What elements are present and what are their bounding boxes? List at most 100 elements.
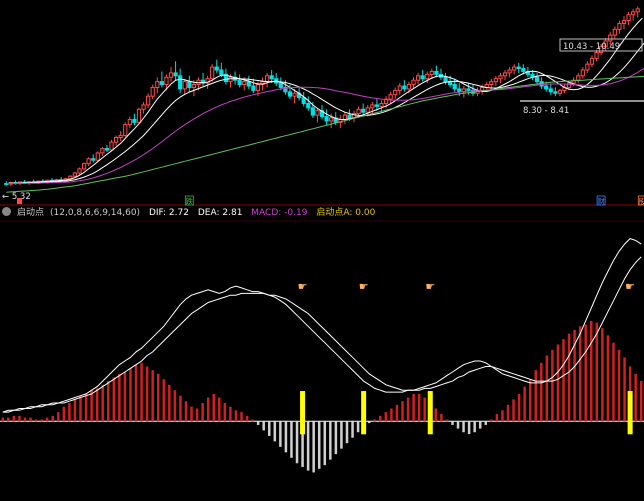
candle-body — [269, 75, 274, 80]
candle-body — [81, 163, 87, 170]
candle-body — [301, 97, 306, 104]
event-marker-label: 跌 — [186, 196, 194, 206]
candle-body — [443, 76, 448, 83]
signal-value: 0.00 — [355, 208, 376, 218]
candle-body — [178, 75, 183, 90]
indicator-header: 启动点 (12,0,8,6,6,9,14,60) DIF: 2.72 DEA: 2… — [0, 206, 644, 220]
candle-body — [402, 85, 407, 90]
candle-body — [466, 88, 471, 91]
signal-readout: 启动点A: 0.00 — [316, 208, 375, 218]
event-marker-dot — [17, 198, 23, 204]
candle-body — [100, 148, 105, 154]
candle-body — [310, 107, 315, 116]
candle-body — [512, 66, 517, 71]
candle-body — [182, 81, 187, 90]
candle-body — [356, 108, 361, 115]
candle-body — [397, 85, 402, 91]
price-label: ← 5.32 — [2, 192, 31, 202]
dif-readout: DIF: 2.72 — [149, 208, 189, 218]
candle-body — [132, 118, 137, 123]
candle-body — [264, 75, 270, 83]
candle-body — [457, 88, 462, 93]
candle-body — [219, 69, 224, 75]
candle-body — [452, 84, 457, 90]
candle-body — [516, 66, 521, 70]
dea-label: DEA: — [197, 208, 220, 218]
candle-body — [242, 81, 247, 86]
macd-readout: MACD: -0.19 — [251, 208, 307, 218]
candle-body — [599, 46, 604, 54]
event-marker-box — [596, 195, 606, 206]
moving-average-line-4 — [6, 75, 644, 193]
pointing-hand-icon: ☛ — [625, 280, 635, 293]
candle-body — [544, 85, 549, 90]
macd-pane[interactable]: ☛ ☛ ☛ ☛ — [0, 238, 644, 473]
candle-body — [306, 102, 311, 109]
candle-body — [429, 70, 434, 75]
candle-body — [557, 89, 563, 94]
candle-body — [548, 88, 553, 93]
candle-body — [329, 117, 334, 122]
candle-body — [214, 66, 219, 71]
pointing-hand-icon: ☛ — [359, 280, 369, 293]
candle-body — [237, 79, 242, 86]
signal-label: 启动点A: — [316, 208, 353, 218]
candle-body — [534, 76, 540, 83]
signal-bar — [361, 391, 367, 435]
candle-body — [109, 141, 114, 151]
event-marker-box — [184, 195, 194, 206]
candle-body — [173, 72, 178, 77]
dea-line — [2, 256, 642, 413]
candle-body — [521, 68, 526, 72]
dif-line — [2, 238, 642, 413]
pointing-hand-icon: ☛ — [425, 280, 435, 293]
price-pane[interactable]: ← 5.32 8.30 - 8.41 10.43 - 10.49 跌 财 股 — [2, 6, 644, 206]
candle-body — [415, 75, 421, 81]
candle-body — [278, 82, 283, 88]
candle-body — [168, 72, 174, 78]
signal-bar — [627, 391, 633, 435]
price-label: 10.43 - 10.49 — [563, 42, 620, 52]
macd-value: -0.19 — [284, 208, 308, 218]
candle-body — [626, 14, 631, 22]
candle-body — [608, 34, 613, 42]
candle-body — [502, 72, 508, 77]
candle-body — [621, 20, 627, 24]
candle-body — [393, 89, 398, 96]
dea-readout: DEA: 2.81 — [198, 208, 243, 218]
candle-body — [159, 81, 164, 86]
macd-label: MACD: — [251, 208, 282, 218]
candle-body — [150, 86, 155, 97]
candle-body — [342, 114, 347, 120]
candle-body — [589, 57, 595, 65]
dif-value: 2.72 — [168, 208, 189, 218]
candle-body — [361, 108, 366, 113]
signal-bar — [427, 391, 433, 435]
candle-body — [347, 114, 352, 119]
candle-body — [155, 81, 160, 88]
candle-body — [425, 73, 430, 80]
candle-body — [255, 84, 261, 91]
candle-body — [553, 91, 558, 94]
candle-body — [507, 69, 512, 74]
candle-body — [365, 107, 370, 113]
indicator-settings-icon[interactable] — [2, 207, 11, 216]
candle-body — [246, 81, 251, 87]
candle-body — [210, 66, 215, 80]
candle-body — [113, 136, 119, 143]
signal-bar — [300, 391, 306, 435]
candle-body — [324, 116, 329, 122]
dea-value: 2.81 — [222, 208, 243, 218]
candle-body — [287, 91, 293, 97]
dif-label: DIF: — [148, 208, 167, 218]
candle-body — [374, 104, 380, 107]
candle-body — [164, 76, 169, 86]
candle-body — [612, 28, 617, 36]
candle-body — [123, 124, 128, 136]
candle-body — [420, 75, 425, 80]
candle-body — [191, 84, 196, 88]
candle-body — [251, 85, 256, 91]
price-label: 8.30 - 8.41 — [523, 106, 569, 116]
candle-body — [315, 110, 320, 116]
